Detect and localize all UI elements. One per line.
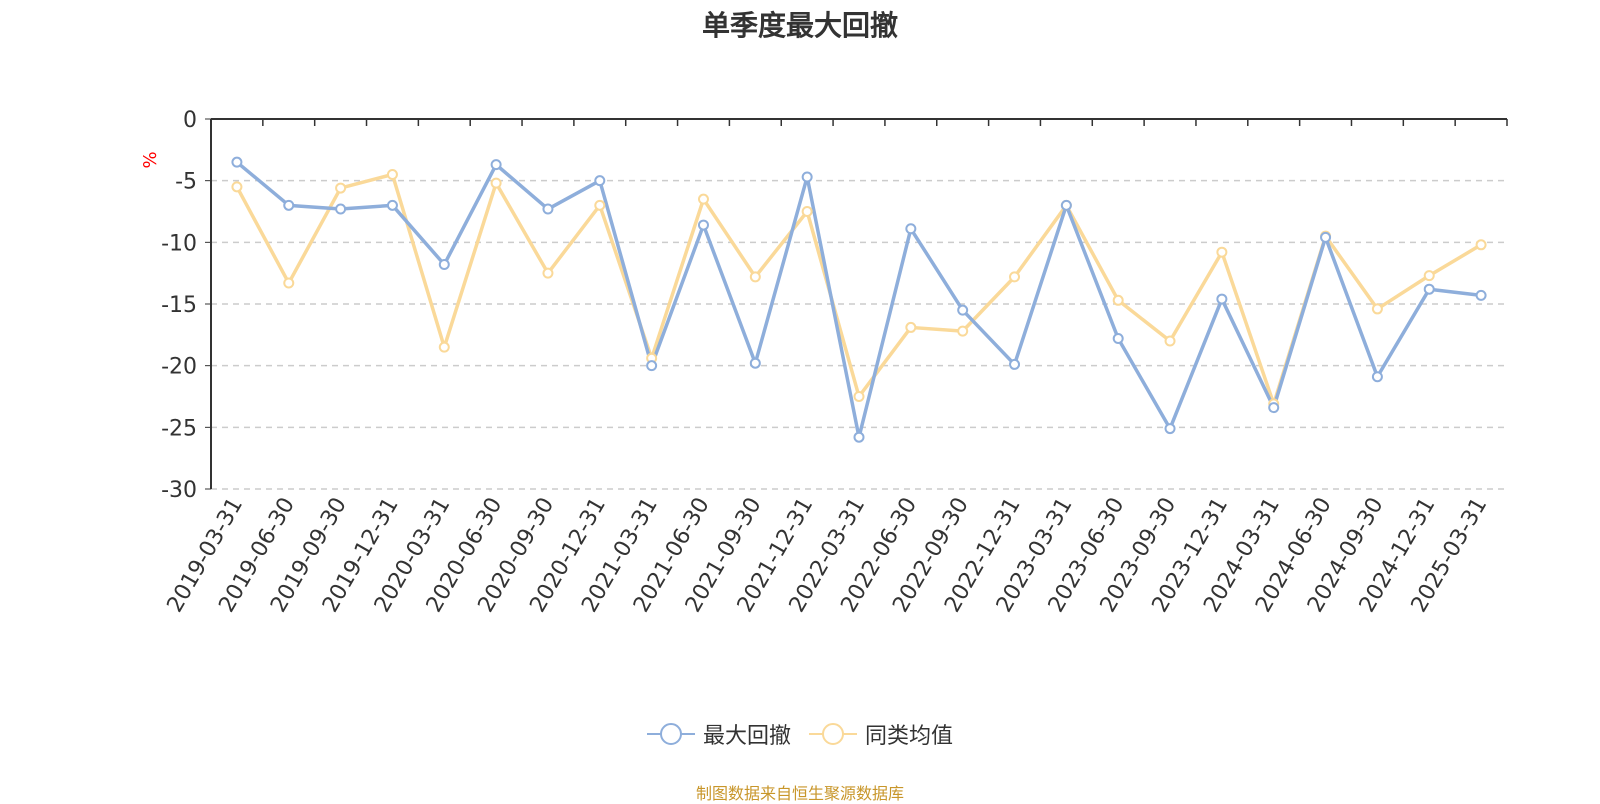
data-point: [438, 341, 450, 353]
y-tick-label: -30: [161, 478, 197, 503]
data-point: [335, 182, 347, 194]
data-point: [386, 169, 398, 180]
legend-label: 最大回撤: [702, 724, 791, 749]
legend-item-peer-average[interactable]: 同类均值: [809, 718, 953, 750]
data-point: [1371, 303, 1383, 315]
data-point: [542, 267, 554, 279]
data-point: [542, 203, 554, 215]
data-point: [957, 304, 969, 316]
data-point: [1112, 333, 1124, 345]
data-point: [1423, 283, 1435, 295]
source-note: 制图数据来自恒生聚源数据库: [695, 784, 904, 803]
data-point: [490, 159, 502, 171]
y-tick-label: -20: [161, 355, 197, 380]
data-point: [905, 321, 917, 333]
data-point: [957, 325, 969, 337]
data-point: [697, 193, 709, 205]
y-tick-label: 0: [183, 108, 197, 133]
data-point: [1475, 239, 1487, 251]
data-point: [1216, 293, 1228, 305]
data-point: [1216, 246, 1228, 258]
grid-lines: [211, 179, 1507, 490]
data-point: [1164, 335, 1176, 347]
data-point: [646, 360, 658, 372]
data-point: [749, 271, 761, 283]
legend-label: 同类均值: [865, 724, 954, 749]
y-tick-label: -10: [161, 231, 197, 256]
data-point: [801, 206, 813, 217]
data-point: [1112, 294, 1124, 306]
data-point: [1060, 199, 1072, 211]
data-point: [1371, 371, 1383, 383]
data-point: [1009, 271, 1021, 283]
data-point: [386, 199, 398, 211]
data-point: [801, 171, 813, 183]
data-point: [490, 177, 502, 189]
data-point: [1475, 289, 1487, 301]
y-tick-label: -5: [175, 170, 197, 195]
data-point: [749, 357, 761, 369]
data-point: [905, 223, 917, 235]
data-point: [283, 277, 295, 289]
chart-title: 单季度最大回撤: [701, 9, 898, 42]
data-point: [594, 199, 606, 211]
legend: 最大回撤 同类均值: [0, 718, 1600, 750]
data-point: [283, 199, 295, 211]
data-point: [1320, 231, 1332, 243]
data-point: [1423, 270, 1435, 282]
data-point: [438, 259, 450, 271]
data-point: [231, 156, 243, 168]
data-point: [853, 391, 865, 402]
legend-line-circle-icon: [809, 723, 857, 745]
legend-item-max-drawdown[interactable]: 最大回撤: [646, 718, 791, 750]
y-axis-unit-label: %: [140, 151, 161, 168]
y-tick-label: -15: [161, 293, 197, 318]
axes: [205, 118, 1508, 490]
data-point: [335, 203, 347, 215]
data-point: [231, 181, 243, 193]
data-point: [853, 431, 865, 443]
series-lines: [231, 156, 1487, 443]
data-point: [1009, 358, 1021, 370]
data-point: [594, 175, 606, 187]
series-line: [235, 172, 1482, 406]
data-point: [1268, 402, 1280, 414]
data-point: [697, 219, 709, 231]
y-tick-label: -25: [161, 416, 197, 441]
legend-line-circle-icon: [646, 723, 695, 745]
data-point: [1164, 423, 1176, 435]
